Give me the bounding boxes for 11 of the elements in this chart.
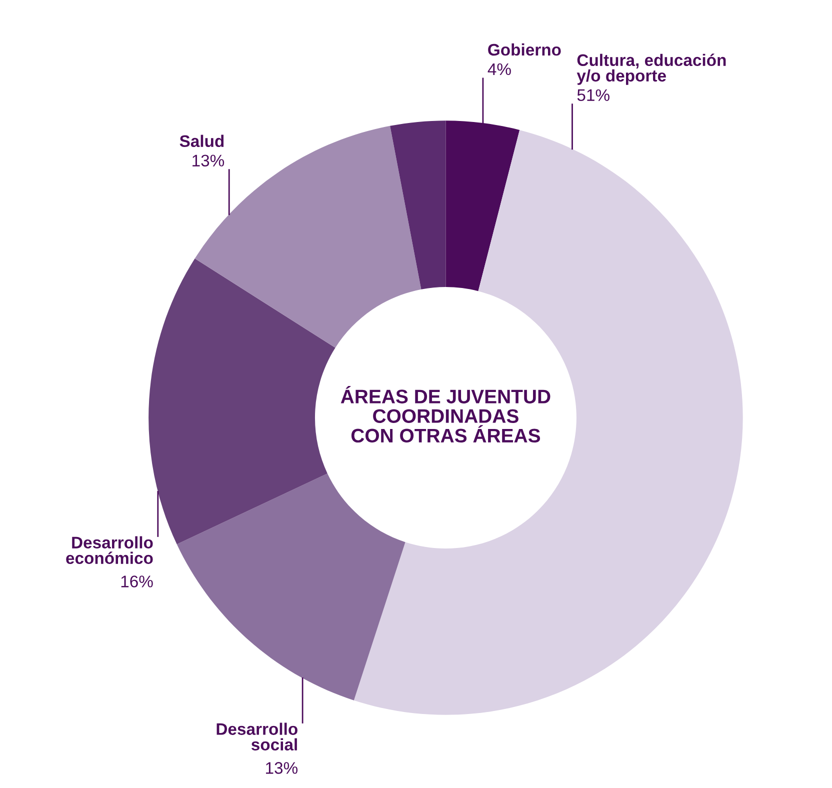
data-label: 4%: [488, 63, 511, 76]
data-label: 13%: [266, 762, 298, 774]
text: ÁREAS DE JUVENTUD COORDINADAS CON OTRAS ÁREAS: [340, 386, 550, 443]
slice-label: Cultura, educación y/o deporte: [576, 54, 726, 85]
data-label: 13%: [192, 154, 224, 166]
slice-label: Gobierno: [488, 43, 561, 56]
slice-label: Desarrollo económico: [66, 536, 153, 564]
data-label: 16%: [121, 576, 153, 588]
data-label: 51%: [577, 89, 610, 102]
slice-label: Desarrollo social: [216, 722, 298, 751]
slice-label: Salud: [180, 134, 224, 148]
